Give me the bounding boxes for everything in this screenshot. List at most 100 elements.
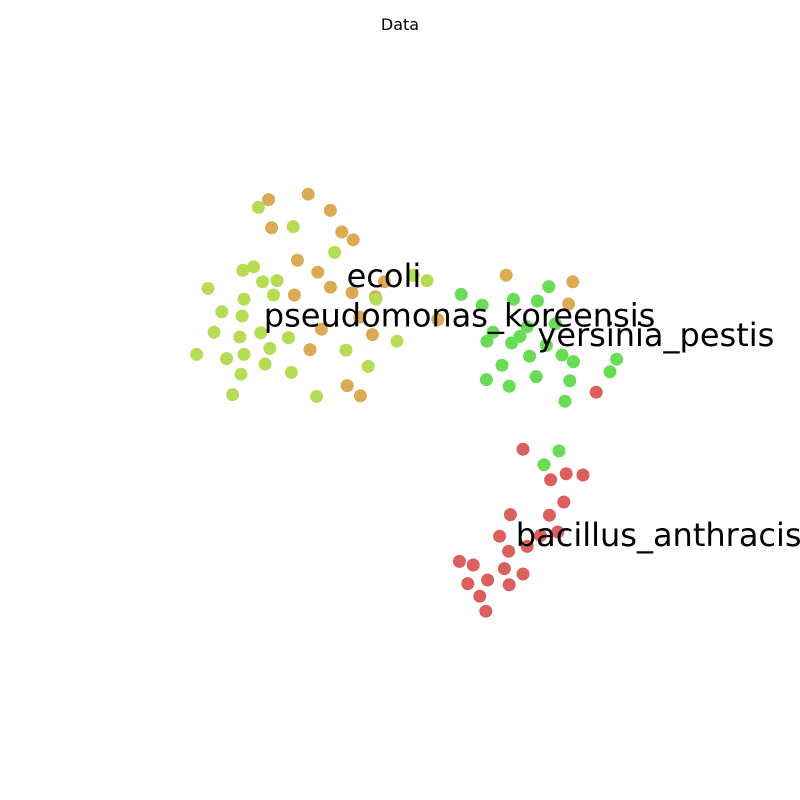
- scatter-point: [529, 370, 543, 384]
- scatter-point: [303, 343, 317, 357]
- scatter-point: [365, 328, 379, 342]
- scatter-point: [335, 225, 349, 239]
- scatter-point: [310, 389, 324, 403]
- scatter-point: [361, 359, 375, 373]
- scatter-point: [420, 274, 434, 288]
- scatter-point: [190, 347, 204, 361]
- labels-layer: ecolipseudomonas_koreensisyersinia_pesti…: [264, 257, 800, 554]
- scatter-point: [251, 200, 265, 214]
- scatter-point: [481, 573, 495, 587]
- scatter-point: [503, 508, 517, 522]
- scatter-point: [495, 358, 509, 372]
- cluster-label: ecoli: [347, 257, 422, 295]
- cluster-label: bacillus_anthracis: [516, 516, 800, 554]
- scatter-point: [237, 292, 251, 306]
- scatter-point: [566, 275, 580, 289]
- scatter-point: [479, 604, 493, 618]
- scatter-point: [506, 292, 520, 306]
- scatter-point: [390, 334, 404, 348]
- scatter-point: [311, 265, 325, 279]
- scatter-point: [287, 288, 301, 302]
- scatter-point: [247, 260, 261, 274]
- scatter-point: [339, 343, 353, 357]
- scatter-point: [479, 373, 493, 387]
- scatter-point: [323, 203, 337, 217]
- scatter-point: [323, 280, 337, 294]
- cluster-label: pseudomonas_koreensis: [264, 296, 655, 334]
- scatter-point: [284, 365, 298, 379]
- scatter-point: [281, 331, 295, 345]
- scatter-point: [493, 529, 507, 543]
- scatter-point: [345, 286, 359, 300]
- scatter-point: [270, 274, 284, 288]
- scatter-point: [516, 567, 530, 581]
- scatter-point: [215, 305, 229, 319]
- scatter-point: [452, 554, 466, 568]
- scatter-point: [234, 367, 248, 381]
- scatter-point: [516, 442, 530, 456]
- scatter-point: [340, 379, 354, 393]
- scatter-point: [497, 562, 511, 576]
- scatter-point: [220, 352, 234, 366]
- scatter-point: [266, 288, 280, 302]
- scatter-point: [236, 263, 250, 277]
- scatter-point: [603, 365, 617, 379]
- scatter-point: [563, 374, 577, 388]
- scatter-point: [576, 468, 590, 482]
- scatter-point: [258, 357, 272, 371]
- scatter-point: [431, 313, 445, 327]
- scatter-point: [557, 495, 571, 509]
- scatter-point: [262, 193, 276, 207]
- scatter-point: [473, 589, 487, 603]
- scatter-point: [265, 221, 279, 235]
- scatter-point: [301, 187, 315, 201]
- scatter-point: [461, 577, 475, 591]
- scatter-point: [523, 349, 537, 363]
- scatter-point: [505, 336, 519, 350]
- scatter-point: [237, 347, 251, 361]
- scatter-point: [537, 458, 551, 472]
- scatter-point: [454, 287, 468, 301]
- scatter-point: [353, 389, 367, 403]
- scatter-point: [544, 473, 558, 487]
- scatter-point: [254, 326, 268, 340]
- scatter-point: [542, 280, 556, 294]
- scatter-point: [610, 352, 624, 366]
- scatter-point: [201, 281, 215, 295]
- scatter-point: [377, 275, 391, 289]
- scatter-point: [346, 233, 360, 247]
- scatter-point: [466, 558, 480, 572]
- scatter-point: [520, 539, 534, 553]
- chart-title: Data: [381, 15, 419, 34]
- scatter-point: [286, 220, 300, 234]
- scatter-point: [555, 348, 569, 362]
- scatter-point: [530, 294, 544, 308]
- scatter-point: [542, 508, 556, 522]
- scatter-point: [480, 334, 494, 348]
- scatter-point: [520, 320, 534, 334]
- scatter-point: [539, 338, 553, 352]
- scatter-point: [314, 322, 328, 336]
- scatter-point: [353, 310, 367, 324]
- scatter-point: [328, 245, 342, 259]
- scatter-point: [290, 253, 304, 267]
- scatter-point: [551, 525, 565, 539]
- scatter-point: [226, 388, 240, 402]
- scatter-point: [548, 317, 562, 331]
- scatter-point: [589, 385, 603, 399]
- scatter-point: [406, 268, 420, 282]
- scatter-point: [233, 330, 247, 344]
- scatter-point: [256, 275, 270, 289]
- scatter-point: [558, 394, 572, 408]
- scatter-point: [369, 292, 383, 306]
- scatter-point: [502, 544, 516, 558]
- scatter-point: [502, 379, 516, 393]
- scatter-point: [552, 444, 566, 458]
- scatter-point: [207, 325, 221, 339]
- scatter-point: [263, 341, 277, 355]
- scatter-point: [559, 467, 573, 481]
- points-layer: [190, 187, 624, 618]
- scatter-point: [562, 297, 576, 311]
- scatter-point: [502, 578, 516, 592]
